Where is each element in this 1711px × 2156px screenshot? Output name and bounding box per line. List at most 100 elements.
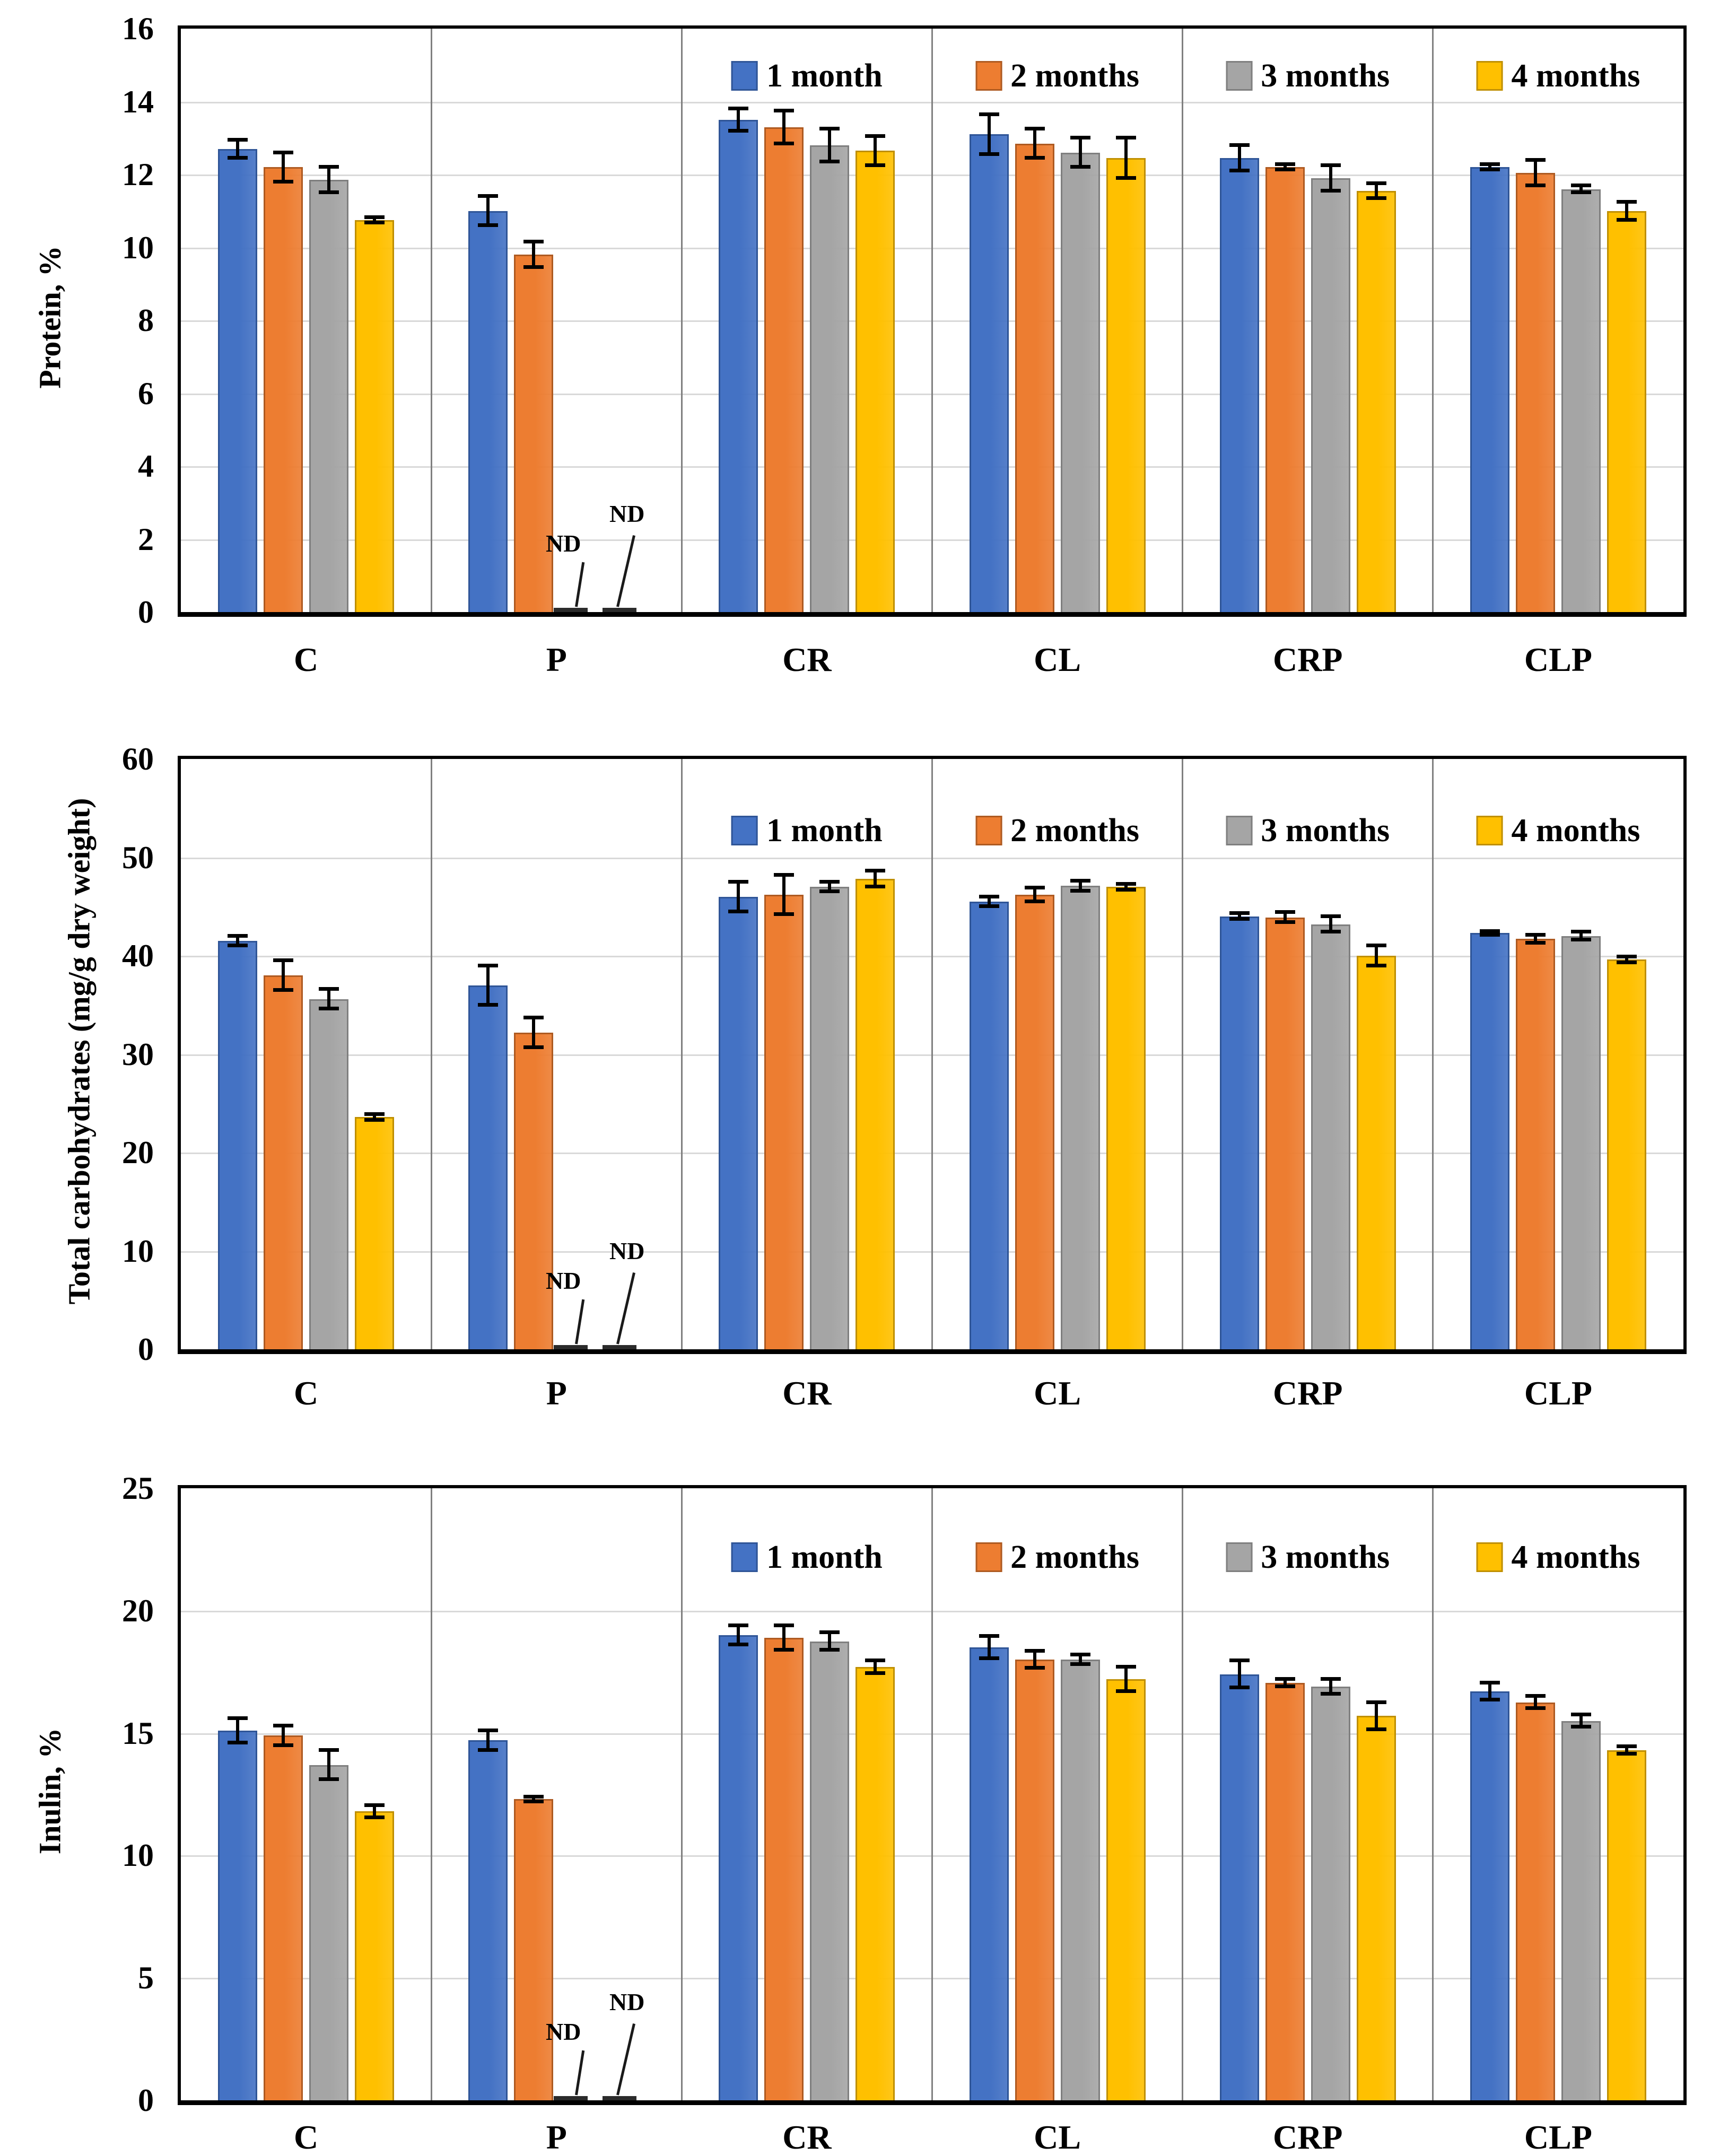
bar-CLP-2-months — [1515, 1702, 1555, 2100]
y-tick-label: 25 — [122, 1471, 154, 1506]
error-bar-cap-bottom — [1024, 156, 1045, 160]
error-bar-cap-top — [1525, 933, 1546, 937]
legend-label: 3 months — [1261, 1539, 1390, 1575]
plot-area: ND ND — [178, 1485, 1687, 2105]
error-bar-cap-bottom — [1616, 1751, 1637, 1756]
error-bar-cap-bottom — [273, 1743, 294, 1747]
error-bar-cap-bottom — [273, 179, 294, 184]
error-bar-cap-bottom — [1616, 961, 1637, 964]
error-bar-cap-bottom — [1229, 169, 1250, 173]
error-bar-cap-bottom — [1070, 888, 1090, 893]
error-bar-cap-top — [1616, 199, 1637, 204]
bar-CL-2-months — [1015, 895, 1054, 1349]
error-bar-whisker — [236, 1718, 240, 1743]
error-bar-cap-bottom — [1070, 165, 1090, 169]
error-bar-cap-bottom — [728, 909, 749, 913]
bar-C-2-months — [264, 167, 303, 612]
plot-area: ND ND — [178, 25, 1687, 617]
y-tick-label: 30 — [122, 1036, 154, 1072]
error-bar-cap-bottom — [319, 190, 339, 195]
category-separator — [1432, 759, 1434, 1349]
legend-label: 2 months — [1010, 813, 1140, 849]
error-bar-cap-bottom — [1525, 940, 1546, 945]
bar-C-4-months — [355, 1811, 395, 2100]
error-bar-whisker — [1078, 1654, 1082, 1665]
bar-CLP-1-month — [1470, 933, 1509, 1349]
error-bar-whisker — [1124, 1666, 1128, 1692]
error-bar-cap-top — [1070, 136, 1090, 140]
legend-label: 2 months — [1010, 58, 1140, 94]
error-bar-cap-bottom — [1115, 176, 1136, 180]
x-category-label: C — [293, 1374, 319, 1412]
bar-CL-1-month — [969, 1647, 1009, 2100]
legend-item-4-months: 4 months — [1476, 814, 1640, 847]
error-bar-whisker — [1283, 912, 1287, 922]
bar-C-1-month — [218, 149, 258, 612]
bar-CL-1-month — [969, 134, 1009, 612]
y-tick-label: 10 — [122, 1838, 154, 1873]
x-category-label: CL — [1034, 2118, 1081, 2156]
bar-P-2-months — [514, 1799, 554, 2100]
nd-leader-line — [575, 562, 585, 607]
bar-CRP-4-months — [1356, 190, 1396, 612]
error-bar-cap-top — [1070, 1652, 1090, 1656]
error-bar-cap-top — [774, 1623, 795, 1627]
nd-leader-line — [575, 1299, 585, 1345]
bar-C-1-month — [218, 1730, 258, 2100]
error-bar-cap-top — [228, 1716, 248, 1720]
error-bar-whisker — [486, 965, 490, 1005]
error-bar-whisker — [782, 1625, 786, 1650]
error-bar-cap-bottom — [1479, 168, 1500, 172]
error-bar-cap-top — [1229, 143, 1250, 147]
error-bar-cap-bottom — [1320, 1691, 1341, 1696]
error-bar-whisker — [737, 109, 740, 131]
error-bar-whisker — [782, 110, 786, 144]
error-bar-whisker — [486, 196, 490, 226]
y-tick-label: 14 — [122, 84, 154, 119]
bar-C-3-months — [309, 1765, 349, 2100]
bar-CL-4-months — [1106, 887, 1146, 1349]
error-bar-whisker — [282, 961, 285, 990]
error-bar-cap-bottom — [1320, 930, 1341, 934]
error-bar-whisker — [987, 1636, 991, 1659]
legend-swatch-3-months — [1226, 816, 1253, 845]
error-bar-cap-bottom — [364, 220, 385, 224]
bar-CR-3-months — [810, 1641, 850, 2100]
error-bar-cap-top — [728, 107, 749, 111]
bar-CR-1-month — [719, 896, 758, 1349]
error-bar-cap-bottom — [1366, 963, 1386, 967]
bar-CLP-1-month — [1470, 1691, 1509, 2100]
error-bar-whisker — [987, 896, 991, 907]
bar-CRP-2-months — [1265, 1682, 1305, 2100]
error-bar-cap-bottom — [979, 152, 999, 156]
x-category-label: C — [293, 641, 319, 678]
legend-item-3-months: 3 months — [1226, 814, 1390, 847]
bar-C-2-months — [264, 1735, 303, 2100]
error-bar-cap-bottom — [1024, 899, 1045, 903]
category-separator — [430, 29, 432, 612]
x-category-label: P — [546, 641, 567, 678]
error-bar-cap-top — [1366, 181, 1386, 186]
error-bar-whisker — [737, 881, 740, 912]
carbohydrates-bar-chart: ND ND 0 10 20 30 40 50 60 1 month 2 months 3 months… — [0, 735, 1711, 1464]
category-separator — [1182, 759, 1184, 1349]
nd-label: ND — [546, 530, 581, 557]
legend-swatch-4-months — [1476, 61, 1503, 91]
error-bar-cap-bottom — [728, 1643, 749, 1647]
error-bar-cap-bottom — [478, 1748, 499, 1752]
category-separator — [680, 759, 683, 1349]
error-bar-cap-bottom — [819, 1647, 840, 1652]
legend-swatch-4-months — [1476, 816, 1503, 845]
error-bar-cap-top — [1525, 1694, 1546, 1698]
error-bar-cap-bottom — [228, 944, 248, 948]
error-bar-cap-bottom — [774, 1647, 795, 1652]
category-separator — [680, 29, 683, 612]
error-bar-cap-bottom — [865, 885, 886, 889]
error-bar-whisker — [1329, 1679, 1332, 1694]
error-bar-whisker — [486, 1731, 490, 1750]
error-bar-cap-bottom — [523, 265, 544, 269]
inulin-bar-chart: ND ND 0 5 10 15 20 25 1 month 2 months 3 months 4 m… — [0, 1464, 1711, 2156]
error-bar-whisker — [1283, 164, 1287, 170]
error-bar-whisker — [236, 936, 240, 946]
bar-CLP-3-months — [1561, 936, 1601, 1349]
